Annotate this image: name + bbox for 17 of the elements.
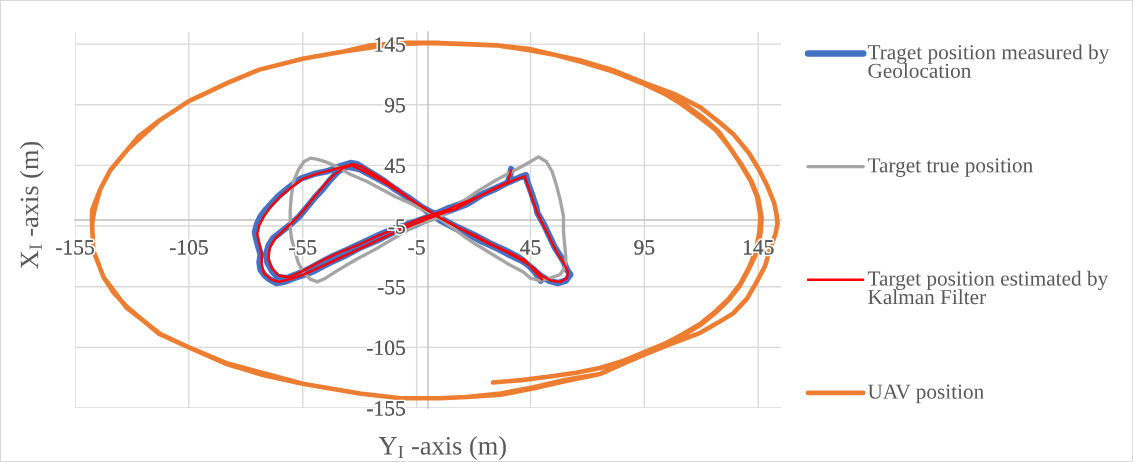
- legend-label: UAV position: [867, 384, 984, 404]
- y-axis-title: X$_{I}$ -axis (m): [19, 141, 44, 269]
- legend-label: Target true position: [867, 158, 1033, 177]
- y-tick-label: -55: [377, 280, 405, 295]
- y-tick-label: -155: [367, 401, 405, 416]
- y-tick-label: 45: [384, 158, 405, 174]
- legend-label: Traget position measured by Geolocation: [867, 44, 1110, 78]
- y-tick-label: -5: [388, 219, 405, 234]
- x-tick-label: -105: [169, 240, 208, 255]
- y-tick-label: 95: [384, 97, 405, 113]
- x-tick-label: -5: [408, 240, 425, 255]
- y-tick-label: -105: [367, 340, 405, 356]
- legend-label: Target position estimated by Kalman Filter: [867, 270, 1109, 305]
- x-tick-label: 45: [520, 240, 541, 255]
- x-tick-label: 95: [634, 240, 655, 255]
- x-axis-title: Y$_{I}$ -axis (m): [378, 436, 506, 461]
- x-tick-label: -55: [289, 240, 317, 255]
